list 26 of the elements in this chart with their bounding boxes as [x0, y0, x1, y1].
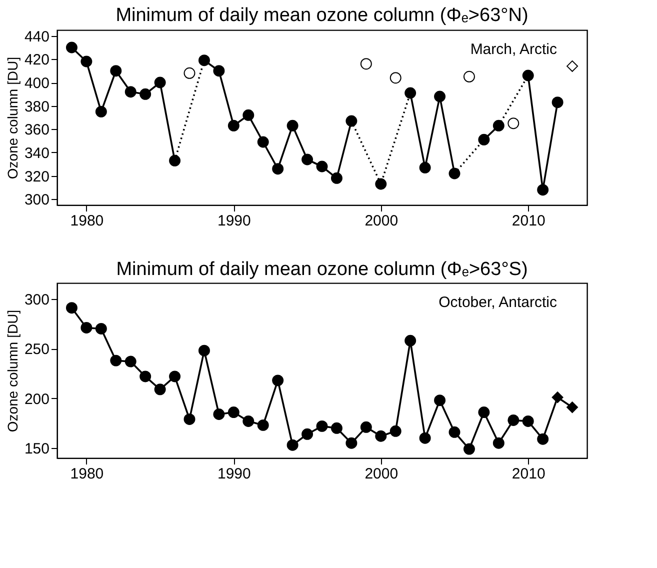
annotation: October, Antarctic [438, 294, 558, 311]
y-tick-label: 300 [24, 192, 50, 209]
y-axis-title: Ozone column [DU] [4, 56, 20, 180]
y-axis-title: Ozone column [DU] [4, 310, 20, 432]
x-tick-label: 2000 [364, 212, 398, 230]
y-tick-label: 440 [24, 28, 50, 46]
chart-title: Minimum of daily mean ozone column (Φₑ>63°N) [116, 4, 528, 26]
y-tick-label: 250 [24, 341, 50, 358]
y-tick-label: 200 [24, 390, 50, 408]
y-tick-label: 420 [24, 52, 50, 69]
y-tick-label: 400 [24, 75, 50, 92]
chart-title: Minimum of daily mean ozone column (Φₑ>63°S) [116, 259, 528, 280]
y-tick-label: 380 [24, 98, 50, 116]
x-tick-label: 2010 [512, 212, 546, 230]
x-tick-label: 1980 [70, 466, 104, 482]
y-tick-label: 320 [24, 168, 50, 186]
x-tick-label: 2000 [364, 466, 398, 482]
y-tick-label: 300 [24, 291, 50, 308]
y-tick-label: 150 [24, 440, 50, 458]
annotation: March, Arctic [470, 41, 558, 58]
y-tick-label: 340 [24, 145, 50, 162]
y-tick-label: 360 [24, 122, 50, 139]
x-tick-label: 1990 [217, 466, 251, 482]
x-tick-label: 1980 [70, 212, 104, 230]
x-tick-label: 2010 [512, 466, 546, 482]
x-tick-label: 1990 [217, 212, 251, 230]
